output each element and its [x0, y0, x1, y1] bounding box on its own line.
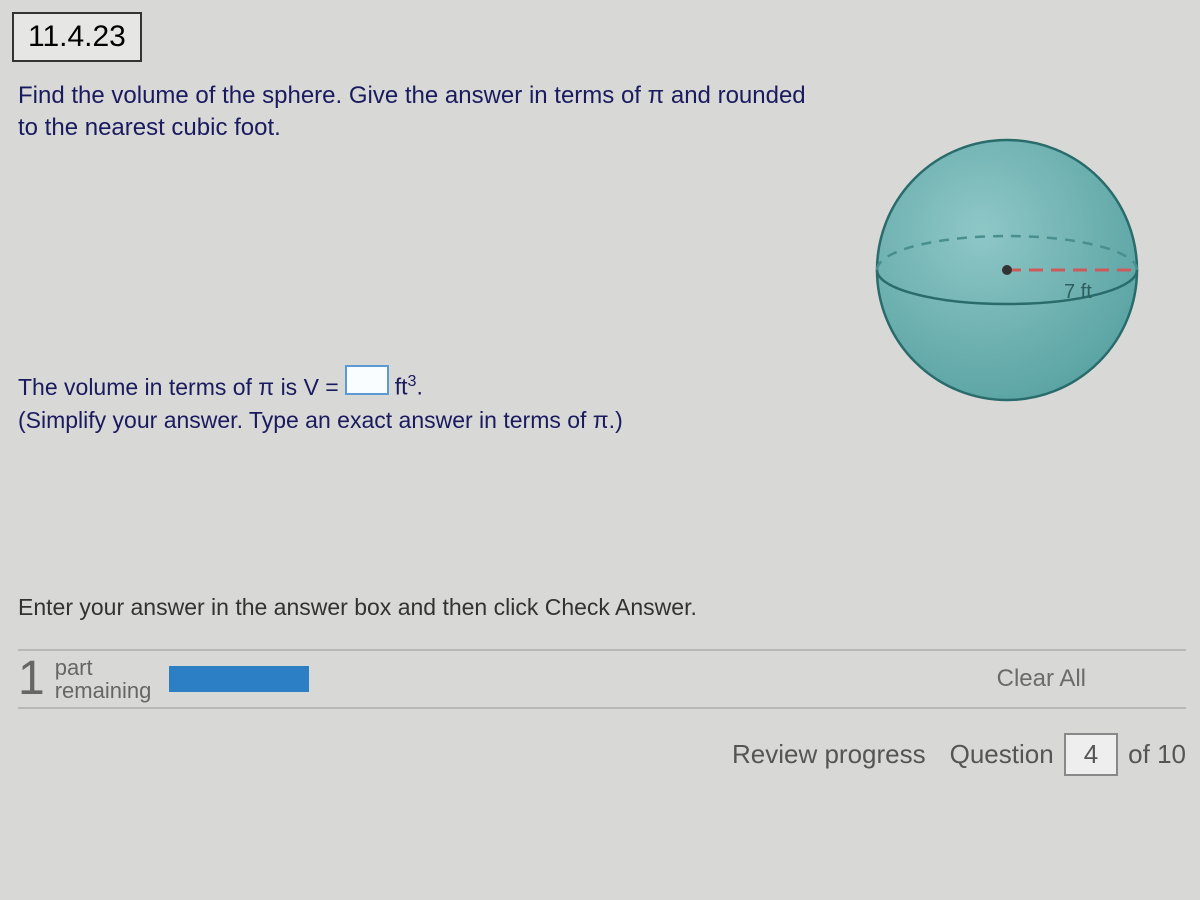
- parts-count: 1: [18, 651, 45, 706]
- answer-unit: ft3.: [395, 372, 423, 401]
- question-prompt: Find the volume of the sphere. Give the …: [18, 80, 828, 145]
- volume-input[interactable]: [345, 365, 389, 395]
- sphere-figure: 7 ft: [842, 120, 1172, 420]
- parts-label: part remaining: [55, 656, 152, 702]
- parts-bar: 1 part remaining Clear All: [18, 649, 1186, 709]
- position-current: 4: [1064, 733, 1118, 776]
- position-total: of 10: [1128, 739, 1186, 770]
- radius-label: 7 ft: [1064, 281, 1092, 303]
- position-label: Question: [950, 739, 1054, 770]
- instruction-text: Enter your answer in the answer box and …: [18, 594, 1186, 621]
- review-progress-button[interactable]: Review progress: [732, 739, 926, 770]
- question-number: 11.4.23: [12, 12, 142, 62]
- clear-all-button[interactable]: Clear All: [997, 665, 1086, 693]
- center-dot: [1002, 265, 1012, 275]
- question-position: Question 4 of 10: [950, 733, 1186, 776]
- part-progress-chip: [169, 666, 309, 692]
- answer-prefix: The volume in terms of π is V =: [18, 374, 339, 401]
- answer-line: The volume in terms of π is V = ft3.: [18, 365, 423, 401]
